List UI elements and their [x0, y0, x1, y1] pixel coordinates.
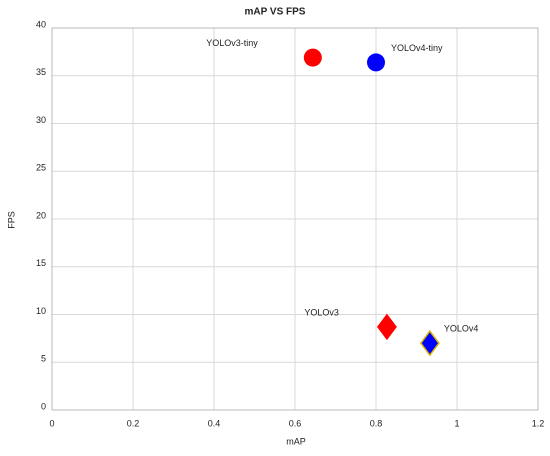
point: [376, 313, 397, 341]
y-tick-label: 0: [41, 401, 46, 411]
point: [367, 53, 385, 72]
y-tick-label: 15: [36, 258, 46, 268]
point-label: YOLOv4-tiny: [391, 43, 443, 53]
y-axis-label: FPS: [6, 211, 16, 229]
x-tick-label: 0.8: [370, 418, 383, 428]
y-tick-label: 10: [36, 306, 46, 316]
x-tick-label: 0: [49, 418, 54, 428]
y-tick-label: 5: [41, 354, 46, 364]
point: [303, 48, 322, 67]
plot-frame: [51, 27, 539, 411]
x-tick-label: 0.2: [127, 418, 140, 428]
point-label: YOLOv4: [444, 324, 479, 334]
y-tick-label: 40: [36, 19, 46, 29]
x-tick-label: 0.6: [289, 418, 302, 428]
point-label: YOLOv3-tiny: [206, 38, 258, 48]
point-label: YOLOv3: [304, 307, 339, 317]
y-tick-label: 20: [36, 210, 46, 220]
y-tick-label: 30: [36, 115, 46, 125]
x-tick-label: 1.2: [532, 418, 545, 428]
y-tick-label: 25: [36, 163, 46, 173]
x-tick-label: 0.4: [208, 418, 221, 428]
x-axis-label: mAP: [286, 436, 306, 446]
x-tick-label: 1: [454, 418, 459, 428]
chart-title: mAP VS FPS: [245, 7, 306, 18]
y-tick-label: 35: [36, 67, 46, 77]
point: [419, 329, 440, 357]
